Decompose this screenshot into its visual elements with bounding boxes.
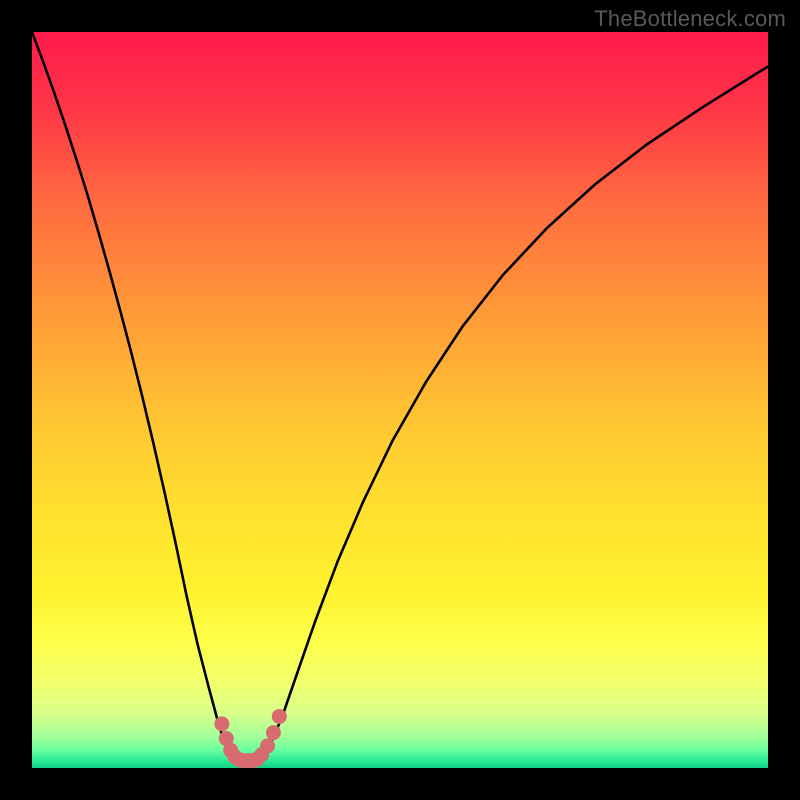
plot-area	[32, 32, 768, 768]
marker-point	[214, 716, 229, 731]
marker-point	[266, 725, 281, 740]
marker-point	[272, 709, 287, 724]
marker-point	[260, 738, 275, 753]
watermark-text: TheBottleneck.com	[594, 6, 786, 32]
marker-overlay	[32, 32, 768, 768]
